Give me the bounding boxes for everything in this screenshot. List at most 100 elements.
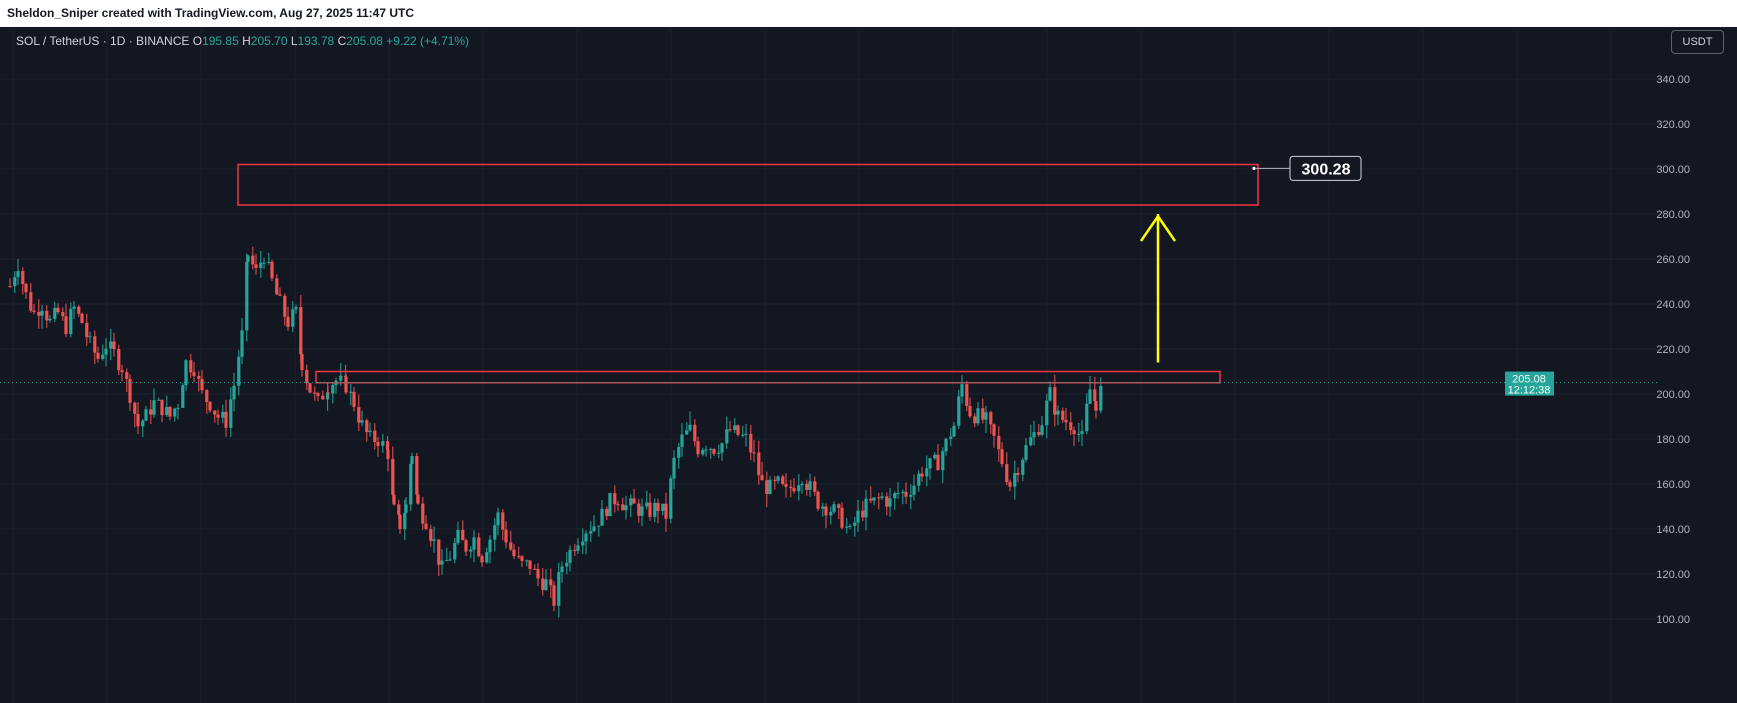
candle-body (1064, 419, 1068, 423)
candle-body (696, 441, 700, 455)
candle-body (813, 481, 817, 492)
candle-body (1005, 464, 1009, 483)
candle-body (16, 271, 20, 278)
candle-body (245, 261, 249, 331)
candle-body (368, 430, 372, 433)
candle-body (13, 277, 17, 287)
candle-body (275, 278, 279, 295)
candle-body (597, 525, 601, 527)
candle-body (901, 491, 905, 493)
candle-body (920, 473, 924, 477)
candle-body (941, 451, 945, 471)
candle-body (197, 375, 201, 379)
candle-body (344, 376, 348, 393)
candle-body (415, 455, 419, 495)
candlestick-chart[interactable]: 340.00 320.00 300.00 280.00 260.00 240.00 220.… (0, 27, 1737, 703)
candle-body (912, 485, 916, 495)
candle-body (1069, 422, 1073, 431)
candle-body (776, 476, 780, 481)
candle-body (398, 514, 402, 530)
candle-body (246, 255, 250, 262)
candle-body (165, 406, 169, 416)
candle-body (808, 481, 812, 490)
candle-body (896, 492, 900, 494)
candle-body (189, 360, 193, 373)
candle-body (960, 384, 964, 397)
candle-body (872, 497, 876, 501)
candle-body (125, 372, 129, 379)
candle-body (200, 378, 204, 391)
candle-body (1032, 432, 1036, 438)
candle-body (693, 424, 697, 442)
candle-body (797, 485, 801, 492)
candle-body (56, 307, 60, 313)
change-value: +9.22 (+4.71%) (386, 34, 470, 48)
candle-body (704, 449, 708, 451)
candle-body (584, 533, 588, 542)
symbol-label[interactable]: SOL / TetherUS · 1D · BINANCE (16, 34, 190, 48)
candle-body (992, 424, 996, 436)
candle-body (600, 508, 604, 526)
y-tick-label: 280.00 (1656, 209, 1690, 221)
candle-body (536, 569, 540, 579)
candle-body (640, 506, 644, 516)
candle-body (160, 399, 164, 416)
low-label: L (290, 34, 298, 48)
low-value: 193.78 (297, 34, 335, 48)
candle-body (286, 316, 290, 327)
candle-body (637, 503, 641, 516)
last-price-label: 205.08 (1512, 374, 1546, 386)
candle-body (373, 430, 377, 442)
candle-body (477, 537, 481, 557)
candle-body (421, 503, 425, 524)
candle-body (509, 542, 513, 550)
candle-body (765, 480, 769, 494)
candle-body (493, 525, 497, 540)
candle-body (712, 449, 716, 454)
candle-body (744, 433, 748, 435)
candle-body (581, 541, 585, 546)
open-label: O (192, 34, 203, 48)
candle-body (624, 505, 628, 511)
y-tick-label: 240.00 (1656, 299, 1690, 311)
candle-body (592, 526, 596, 531)
candle-body (784, 484, 788, 487)
resistance-zone-box (315, 370, 1221, 384)
candle-body (853, 522, 857, 526)
currency-unit-button[interactable]: USDT (1671, 30, 1724, 54)
candle-body (291, 309, 295, 327)
candle-body (61, 312, 65, 317)
candle-body (352, 391, 356, 408)
candle-body (632, 498, 636, 504)
candle-body (504, 529, 508, 543)
candle-body (541, 578, 545, 590)
candle-body (1040, 425, 1044, 435)
candle-body (560, 566, 564, 573)
candle-body (294, 307, 298, 310)
candle-body (944, 438, 948, 452)
candle-body (205, 390, 209, 402)
candle-body (349, 391, 353, 393)
candle-body (605, 508, 609, 517)
candle-body (321, 395, 325, 400)
candle-body (392, 494, 396, 505)
candle-body (112, 341, 116, 350)
candle-body (968, 405, 972, 417)
candle-body (877, 497, 881, 499)
candle-body (104, 348, 108, 355)
candle-body (653, 502, 657, 517)
candle-body (213, 410, 217, 415)
candle-body (829, 511, 833, 516)
candle-body (469, 549, 473, 552)
candle-body (832, 504, 836, 512)
candle-body (933, 454, 937, 459)
countdown-label: 12:12:38 (1508, 385, 1551, 397)
candle-body (8, 286, 12, 287)
candle-body (117, 349, 121, 371)
candle-body (259, 262, 263, 268)
candle-body (544, 579, 548, 590)
candle-body (917, 473, 921, 486)
candle-body (936, 454, 940, 471)
candle-body (376, 441, 380, 446)
candle-body (733, 425, 737, 430)
